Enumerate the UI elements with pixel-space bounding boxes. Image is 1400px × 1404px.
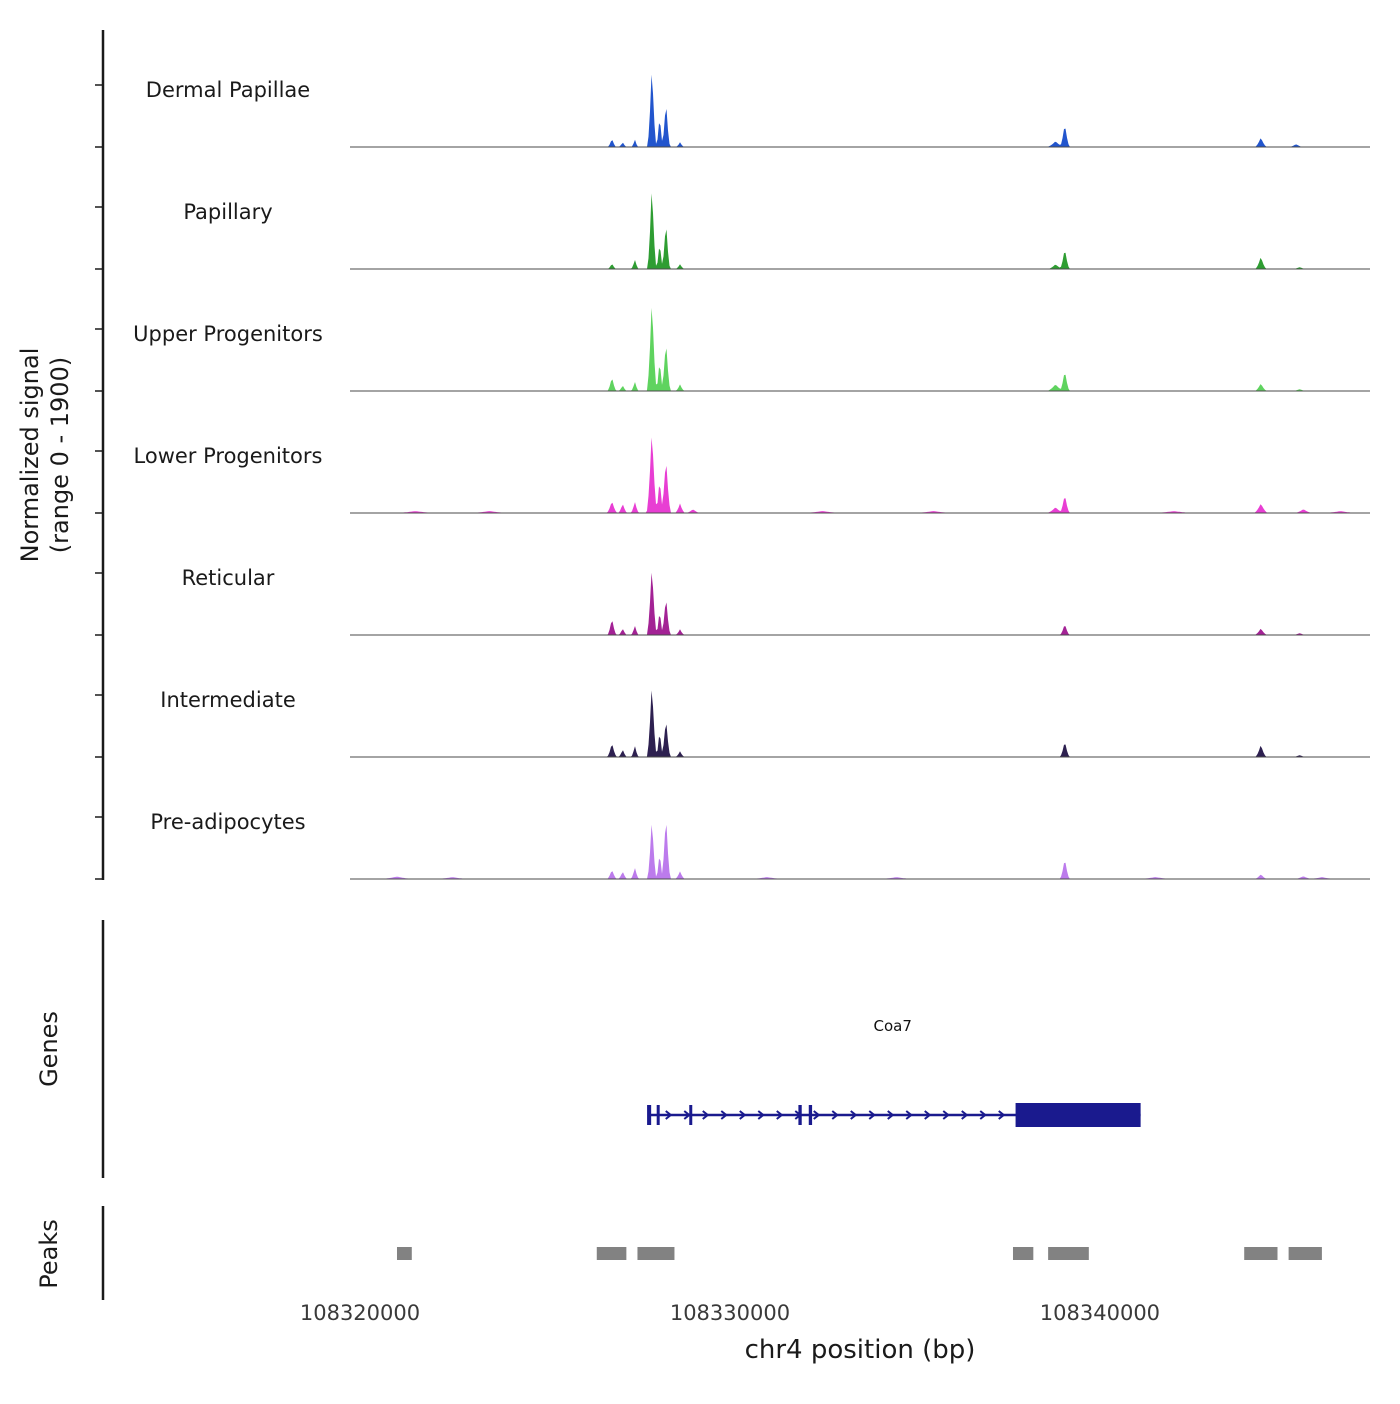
signal-area — [350, 690, 1370, 757]
y-axis-label-line2: (range 0 - 1900) — [46, 357, 74, 553]
track-label: Pre-adipocytes — [150, 810, 305, 834]
signal-area — [350, 572, 1370, 635]
strand-arrow-icon — [961, 1110, 969, 1120]
gene-exon — [798, 1105, 802, 1125]
gene-exon — [656, 1105, 660, 1125]
strand-arrow-icon — [776, 1110, 784, 1120]
signal-track: Upper Progenitors — [133, 307, 1370, 392]
peak-region — [1012, 1247, 1034, 1260]
track-label: Upper Progenitors — [133, 322, 323, 346]
signal-area — [350, 437, 1370, 513]
x-axis-title: chr4 position (bp) — [745, 1335, 976, 1365]
strand-arrow-icon — [720, 1110, 728, 1120]
strand-arrow-icon — [887, 1110, 895, 1120]
strand-arrow-icon — [757, 1110, 765, 1120]
peak-region — [396, 1247, 412, 1260]
genes-section: Genes Coa7 — [35, 920, 1141, 1178]
signal-track: Intermediate — [160, 688, 1370, 758]
track-label: Dermal Papillae — [146, 78, 310, 102]
gene-exon — [808, 1105, 813, 1125]
x-tick-labels: 108320000 108330000 108340000 — [300, 1301, 1160, 1325]
signal-track: Reticular — [182, 566, 1370, 636]
strand-arrow-icon — [831, 1110, 839, 1120]
strand-arrow-icon — [979, 1110, 987, 1120]
track-label: Papillary — [183, 200, 272, 224]
peak-region — [1048, 1247, 1089, 1260]
signal-area — [350, 307, 1370, 391]
strand-arrow-icon — [868, 1110, 876, 1120]
gene-model — [647, 1103, 1141, 1127]
gene-name-label: Coa7 — [874, 1017, 912, 1035]
gene-thick-exon — [1015, 1103, 1141, 1127]
strand-arrow-icon — [850, 1110, 858, 1120]
signal-tracks: Dermal Papillae Papillary Upper Progenitor… — [133, 74, 1370, 880]
peaks-section: Peaks — [35, 1206, 1322, 1300]
track-label: Intermediate — [160, 688, 296, 712]
strand-arrow-icon — [813, 1110, 821, 1120]
peaks-section-label: Peaks — [35, 1219, 63, 1289]
strand-arrow-icon — [998, 1110, 1006, 1120]
track-label: Lower Progenitors — [134, 444, 323, 468]
track-label: Reticular — [182, 566, 275, 590]
signal-area — [350, 193, 1370, 269]
signal-area — [350, 74, 1370, 147]
strand-arrow-icon — [665, 1110, 673, 1120]
signal-track: Papillary — [183, 193, 1370, 270]
peak-region — [1244, 1247, 1278, 1260]
y-axis-label-line1: Normalized signal — [16, 348, 44, 563]
strand-arrow-icon — [924, 1110, 932, 1120]
strand-arrow-icon — [683, 1110, 691, 1120]
x-tick-label: 108330000 — [670, 1301, 790, 1325]
signal-track: Lower Progenitors — [134, 437, 1370, 514]
peak-region — [637, 1247, 675, 1260]
peak-region — [596, 1247, 627, 1260]
x-tick-label: 108320000 — [300, 1301, 420, 1325]
strand-arrow-icon — [942, 1110, 950, 1120]
strand-arrow-icon — [702, 1110, 710, 1120]
gene-exon — [689, 1105, 693, 1125]
signal-axis-ticks — [95, 84, 103, 880]
x-axis: 108320000 108330000 108340000 chr4 positio… — [300, 1301, 1160, 1365]
x-tick-label: 108340000 — [1040, 1301, 1160, 1325]
peak-regions — [396, 1247, 1322, 1260]
peak-region — [1288, 1247, 1322, 1260]
signal-axis: Normalized signal (range 0 - 1900) — [16, 30, 105, 880]
gene-exon — [647, 1105, 652, 1125]
genes-section-label: Genes — [35, 1011, 63, 1087]
signal-area — [350, 824, 1370, 879]
signal-track: Dermal Papillae — [146, 74, 1370, 148]
strand-arrow-icon — [739, 1110, 747, 1120]
strand-arrow-icon — [905, 1110, 913, 1120]
signal-track: Pre-adipocytes — [150, 810, 1370, 880]
